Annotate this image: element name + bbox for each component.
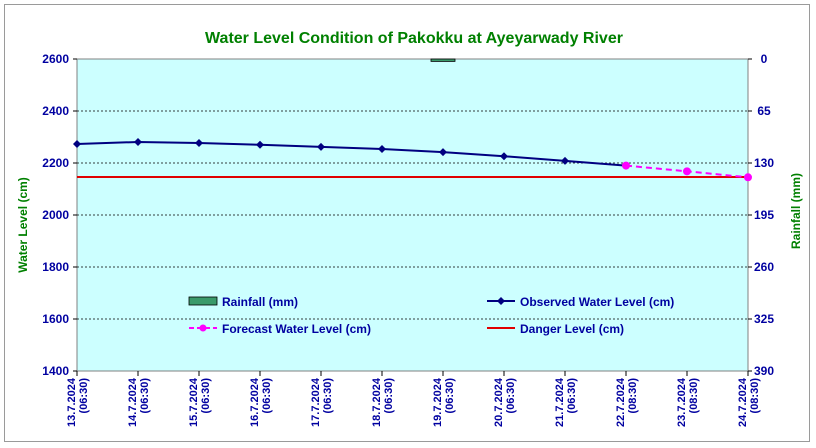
legend-swatch-rainfall: [188, 296, 218, 306]
y-tick-label: 2400: [42, 104, 69, 118]
legend: Rainfall (mm) Observed Water Level (cm) …: [188, 295, 674, 336]
legend-marker-forecast: [199, 324, 207, 332]
legend-label-forecast: Forecast Water Level (cm): [222, 322, 371, 336]
x-tick-label: 13.7.2024(06:30): [66, 377, 90, 427]
forecast-point: [622, 161, 630, 170]
forecast-point: [683, 167, 691, 176]
y2-tick-label: 325: [754, 312, 774, 326]
legend-label-danger: Danger Level (cm): [520, 322, 624, 336]
observed-point: [134, 137, 142, 146]
forecast-series: [622, 161, 752, 182]
x-tick-label: 21.7.2024(06:30): [554, 377, 578, 427]
observed-point: [73, 140, 81, 149]
legend-label-observed: Observed Water Level (cm): [520, 295, 674, 309]
x-tick-label: 16.7.2024(06:30): [249, 377, 273, 427]
x-tick-label: 23.7.2024(08:30): [676, 377, 700, 427]
observed-point: [561, 156, 569, 165]
y2-tick-label: 195: [754, 208, 774, 222]
y-tick-label: 1600: [42, 312, 69, 326]
y-tick-label: 2600: [42, 52, 69, 66]
observed-point: [256, 140, 264, 149]
y-axis-left-ticks: 1400 1600 1800 2000 2200 2400 2600: [42, 52, 77, 378]
observed-point: [195, 138, 203, 147]
y-tick-label: 2000: [42, 208, 69, 222]
y2-axis-label: Rainfall (mm): [789, 173, 803, 249]
x-tick-label: 19.7.2024(06:30): [432, 377, 456, 427]
y-tick-label: 1400: [42, 364, 69, 378]
y-tick-label: 2200: [42, 156, 69, 170]
x-tick-label: 18.7.2024(06:30): [371, 377, 395, 427]
observed-point: [378, 144, 386, 153]
x-tick-label: 24.7.2024(08:30): [737, 377, 761, 427]
x-tick-label: 20.7.2024(06:30): [493, 377, 517, 427]
chart: Water Level Condition of Pakokku at Ayey…: [16, 30, 803, 427]
x-tick-label: 15.7.2024(06:30): [188, 377, 212, 427]
y2-tick-label: 130: [754, 156, 774, 170]
plot-area: [76, 58, 749, 372]
observed-series: [73, 137, 630, 170]
observed-point: [439, 148, 447, 157]
legend-label-rainfall: Rainfall (mm): [222, 295, 298, 309]
chart-frame: Water Level Condition of Pakokku at Ayey…: [4, 4, 810, 442]
y2-tick-label: 65: [757, 104, 771, 118]
x-axis-ticks: 13.7.2024(06:30) 14.7.2024(06:30) 15.7.202…: [66, 371, 761, 427]
observed-point: [500, 152, 508, 161]
observed-line: [76, 140, 627, 167]
forecast-point: [744, 173, 752, 182]
x-tick-label: 17.7.2024(06:30): [310, 377, 334, 427]
observed-point: [317, 142, 325, 151]
x-tick-label: 14.7.2024(06:30): [127, 377, 151, 427]
rainfall-bar: [430, 58, 456, 62]
y-axis-label: Water Level (cm): [16, 177, 30, 273]
y2-tick-label: 260: [754, 260, 774, 274]
x-tick-label: 22.7.2024(08:30): [615, 377, 639, 427]
y2-tick-label: 390: [754, 364, 774, 378]
rainfall-bars: [430, 58, 456, 62]
chart-title: Water Level Condition of Pakokku at Ayey…: [205, 30, 623, 47]
legend-marker-observed: [497, 297, 505, 305]
y2-tick-label: 0: [761, 52, 768, 66]
y-tick-label: 1800: [42, 260, 69, 274]
y-axis-right-ticks: 0 65 130 195 260 325 390: [748, 52, 774, 378]
